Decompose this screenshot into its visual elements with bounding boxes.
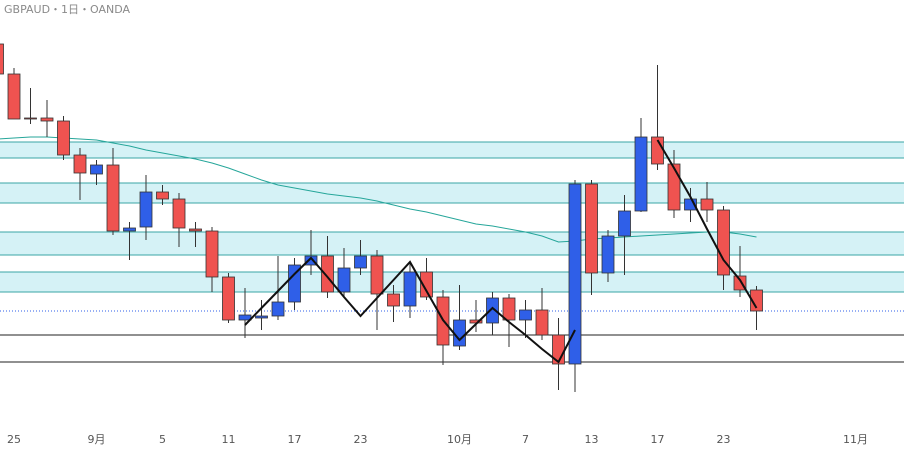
candle-body bbox=[24, 117, 37, 120]
candle-body bbox=[403, 271, 417, 307]
moving-average bbox=[0, 136, 757, 243]
candle-body bbox=[321, 255, 334, 293]
candle-body bbox=[271, 301, 285, 317]
chart-title: GBPAUD・1日・OANDA bbox=[4, 3, 131, 16]
candle-body bbox=[601, 235, 615, 274]
zone bbox=[0, 272, 904, 292]
candle-body bbox=[700, 198, 714, 211]
candle-body bbox=[337, 267, 351, 293]
x-tick-label: 9月 bbox=[88, 433, 106, 446]
candle-body bbox=[502, 297, 516, 321]
candle-body bbox=[370, 255, 384, 295]
candle-body bbox=[0, 43, 4, 75]
candle-body bbox=[172, 198, 186, 229]
zone bbox=[0, 142, 904, 158]
candle-body bbox=[189, 228, 202, 232]
candle-body bbox=[568, 183, 582, 365]
x-tick-label: 5 bbox=[159, 433, 166, 446]
x-tick-label: 13 bbox=[585, 433, 599, 446]
candle-body bbox=[205, 230, 219, 278]
x-tick-label: 11 bbox=[222, 433, 236, 446]
x-tick-label: 7 bbox=[522, 433, 529, 446]
candle-body bbox=[139, 191, 153, 228]
candle-body bbox=[354, 255, 367, 269]
candle-body bbox=[667, 163, 681, 211]
candle-body bbox=[73, 154, 87, 174]
candle-body bbox=[57, 120, 70, 156]
candle-body bbox=[486, 297, 499, 324]
candle-body bbox=[106, 164, 120, 232]
zone bbox=[0, 183, 904, 203]
candle-body bbox=[40, 117, 54, 122]
candle-body bbox=[420, 271, 433, 298]
zigzag-line bbox=[244, 139, 758, 364]
x-tick-label: 25 bbox=[7, 433, 21, 446]
candle-body bbox=[453, 319, 466, 347]
zone bbox=[0, 232, 904, 255]
candle-body bbox=[750, 289, 763, 312]
x-tick-label: 23 bbox=[717, 433, 731, 446]
candle-body bbox=[123, 227, 136, 232]
x-tick-label: 23 bbox=[354, 433, 368, 446]
candle-body bbox=[585, 183, 598, 274]
candle-body bbox=[7, 73, 21, 120]
candle-body bbox=[304, 255, 318, 266]
candle-body bbox=[90, 164, 103, 175]
candle-body bbox=[288, 264, 301, 303]
candle-body bbox=[387, 293, 400, 307]
candle-body bbox=[618, 210, 631, 237]
x-tick-label: 17 bbox=[288, 433, 302, 446]
x-tick-label: 10月 bbox=[447, 433, 472, 446]
candle-body bbox=[717, 209, 730, 276]
candle-body bbox=[634, 136, 648, 212]
candle-body bbox=[156, 191, 169, 200]
candle-body bbox=[519, 309, 532, 321]
candle-body bbox=[255, 315, 268, 319]
x-tick-label: 11月 bbox=[843, 433, 868, 446]
candle-body bbox=[535, 309, 549, 336]
candle-body bbox=[222, 276, 235, 321]
x-tick-label: 17 bbox=[651, 433, 665, 446]
